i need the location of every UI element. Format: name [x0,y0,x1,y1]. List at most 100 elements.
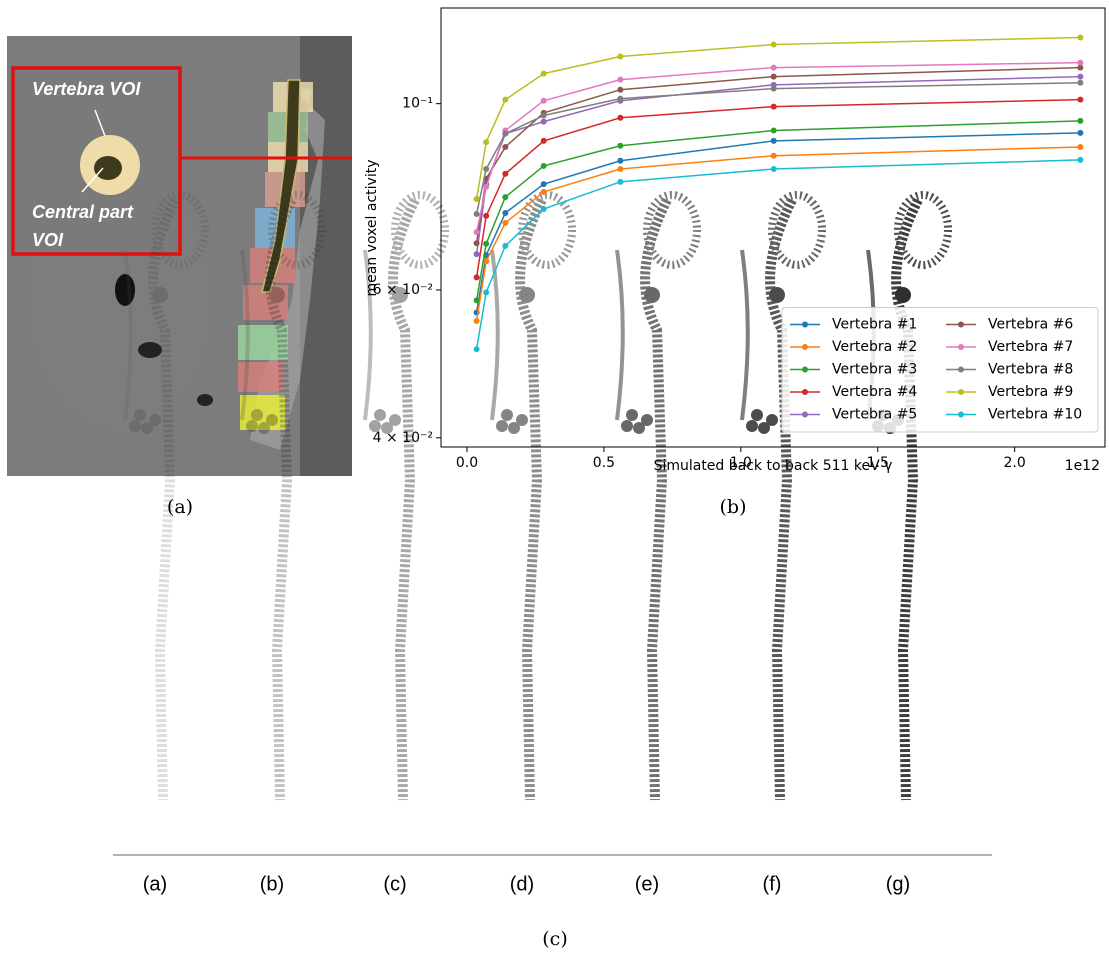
point [473,210,480,217]
chart: 4 × 10⁻² 6 × 10⁻² 10⁻¹ 0.0 0.5 1.0 1.5 2.0 Simul… [364,7,1106,474]
point [770,41,777,48]
point [540,112,547,119]
point [1077,96,1084,103]
point [540,162,547,169]
hot-spot [392,287,408,303]
point [617,53,624,60]
point [483,183,490,190]
x-tick-label: 2.0 [1004,455,1026,471]
hot-spot [626,409,638,421]
hot-spot [152,287,168,303]
point [1077,79,1084,86]
point [617,157,624,164]
image-label: (c) [383,873,406,895]
pet-image [490,191,576,801]
legend-label: Vertebra #1 [832,317,917,333]
legend-box [781,307,1099,433]
legend-marker [958,366,964,373]
head [918,575,937,720]
point [617,95,624,102]
hot-spot [895,287,911,303]
point [502,96,509,103]
hot-spot [269,287,285,303]
limb [740,249,750,421]
y-tick-label: 10⁻¹ [402,96,433,112]
hot-spot [516,414,528,426]
hot-spot [246,420,258,432]
point [617,76,624,83]
image-label: (d) [510,873,534,895]
skull [894,191,952,269]
hot-spot [258,422,270,434]
y-axis-label: mean voxel activity [364,160,380,297]
limb [123,249,133,421]
point [617,178,624,185]
legend-label: Vertebra #7 [988,339,1073,355]
y-tick-label: 4 × 10⁻² [373,430,433,446]
hot-spot [508,422,520,434]
hot-spot [141,422,153,434]
head [667,575,686,720]
point [770,165,777,172]
hot-spot [501,409,513,421]
head [415,575,434,720]
hot-spot [751,409,763,421]
point [473,274,480,281]
skull [518,191,576,269]
y-tick-label: 6 × 10⁻² [373,282,433,298]
limb [615,249,625,421]
caption: (a) [167,496,193,518]
point [770,127,777,134]
x-tick-label: 0.0 [456,455,478,471]
hot-spot [149,414,161,426]
pet-image [240,191,326,801]
point [473,229,480,236]
hot-spot [266,414,278,426]
legend-marker [802,366,808,373]
point [473,251,480,258]
hot-spot [766,414,778,426]
legend-label: Vertebra #5 [832,407,917,423]
head [542,575,561,720]
hot-spot [129,420,141,432]
point [1077,129,1084,136]
hot-spot [251,409,263,421]
point [1077,143,1084,150]
pet-image [615,191,701,801]
image-label: (a) [143,873,167,895]
point [540,137,547,144]
skull [768,191,826,269]
point [1077,64,1084,71]
legend-label: Vertebra #9 [988,384,1073,400]
legend-marker [802,321,808,328]
point [473,346,480,353]
point [1077,73,1084,80]
limb [363,249,373,421]
image-label: (g) [886,873,910,895]
point [502,242,509,249]
point [502,143,509,150]
image-label: (f) [763,873,782,895]
point [770,152,777,159]
x-axis-label: Simulated back to back 511 keV γ [654,458,893,474]
point [770,85,777,92]
annotation: VOI [32,230,64,250]
point [540,181,547,188]
point [483,212,490,219]
legend-marker [802,411,808,418]
point [502,170,509,177]
point [540,70,547,77]
spine [148,197,180,801]
spine [388,197,420,801]
pet-image [866,191,952,801]
point [483,139,490,146]
point [473,240,480,247]
point [770,137,777,144]
point [540,97,547,104]
point [770,64,777,71]
ct-image [7,36,352,476]
pet-images: (a) (b) (c) (d) (e) (f) (g) [123,191,952,895]
hot-spot [746,420,758,432]
x-tick-label: 1.5 [867,455,889,471]
